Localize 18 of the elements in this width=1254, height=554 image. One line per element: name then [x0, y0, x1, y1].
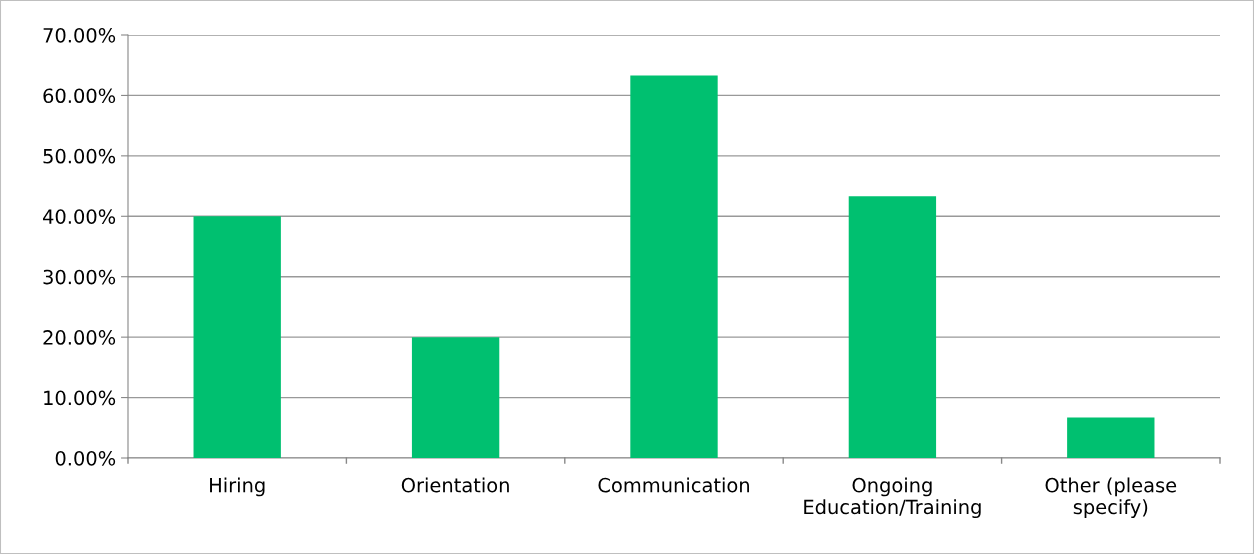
y-tick-label: 50.00% — [43, 148, 116, 164]
bar — [630, 75, 718, 458]
bar — [1067, 417, 1155, 458]
y-tick-label: 70.00% — [43, 27, 116, 43]
y-tick-label: 30.00% — [43, 269, 116, 285]
bar — [848, 196, 937, 458]
x-tick-label: Hiring — [210, 477, 265, 497]
x-tick-label: Communication — [598, 477, 749, 493]
y-tick-label: 0.00% — [55, 450, 116, 466]
y-tick-label: 10.00% — [44, 390, 116, 406]
x-tick-label: Other (please specify) — [1045, 477, 1177, 519]
y-tick-label: 20.00% — [43, 330, 116, 345]
x-tick-label: Orientation — [401, 477, 509, 493]
y-tick-label: 60.00% — [43, 88, 116, 104]
x-tick-label: Ongoing Education/Training — [804, 477, 981, 519]
y-tick-label: 40.00% — [43, 209, 116, 224]
bar — [193, 216, 281, 458]
bar — [411, 337, 500, 458]
